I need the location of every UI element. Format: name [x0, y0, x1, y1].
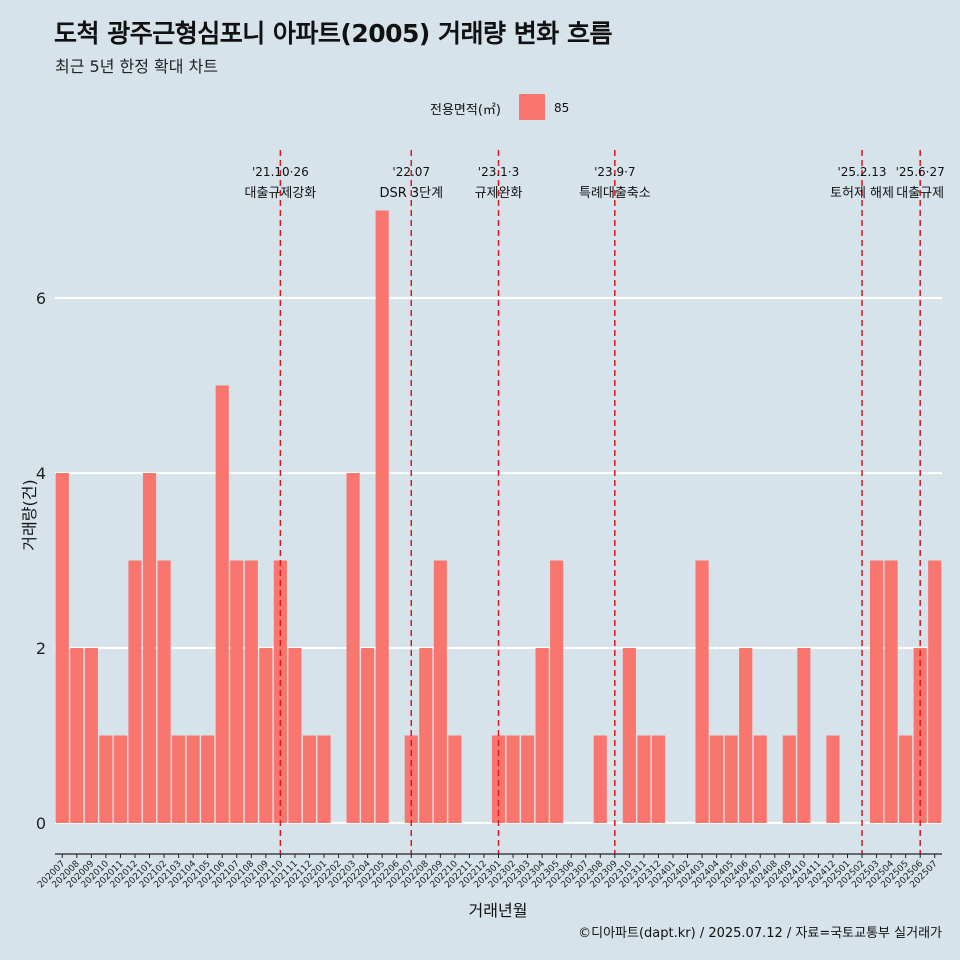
bar — [928, 560, 942, 823]
bar — [172, 735, 186, 823]
event-name-label: 특례대출축소 — [579, 186, 651, 201]
bar — [419, 648, 433, 823]
bar — [230, 560, 244, 823]
chart-title: 도척 광주근형심포니 아파트(2005) 거래량 변화 흐름 — [54, 19, 612, 48]
bar — [55, 473, 69, 823]
bar — [884, 560, 898, 823]
event-name-label: DSR 3단계 — [379, 186, 443, 201]
bar — [550, 560, 564, 823]
bar — [157, 560, 171, 823]
event-date-label: '25.2.13 — [837, 165, 886, 179]
bar — [695, 560, 709, 823]
bar — [826, 735, 840, 823]
bar — [99, 735, 113, 823]
event-name-label: 토허제 해제 — [830, 186, 894, 201]
bar — [724, 735, 738, 823]
bar — [302, 735, 317, 823]
bar — [244, 560, 258, 823]
bar — [215, 385, 229, 823]
chart-subtitle: 최근 5년 한정 확대 차트 — [55, 57, 219, 76]
bar — [869, 560, 884, 823]
x-axis-label: 거래년월 — [468, 901, 528, 920]
event-name-label: 대출규제강화 — [245, 186, 317, 201]
bar — [535, 648, 549, 823]
y-axis-label: 거래량(건) — [20, 479, 39, 551]
y-tick-label: 6 — [36, 289, 46, 308]
event-date-label: '23.9·7 — [594, 165, 635, 179]
y-tick-label: 2 — [36, 639, 46, 658]
bar — [186, 735, 200, 823]
bar — [593, 735, 607, 823]
source-caption: ©디아파트(dapt.kr) / 2025.07.12 / 자료=국토교통부 실… — [578, 926, 942, 941]
bar — [899, 735, 913, 823]
legend-key-swatch — [519, 94, 545, 120]
bar — [433, 560, 447, 823]
bar — [797, 648, 811, 823]
bar — [375, 210, 389, 823]
bar — [491, 735, 506, 823]
bar — [317, 735, 331, 823]
legend-label: 85 — [554, 101, 570, 115]
bar — [128, 560, 142, 823]
bar — [404, 735, 418, 823]
bar — [651, 735, 666, 823]
event-date-label: '21.10·26 — [252, 165, 309, 179]
bar — [70, 648, 84, 823]
legend-title: 전용면적(㎡) — [430, 103, 501, 118]
event-name-label: 대출규제 — [896, 186, 944, 201]
bar — [201, 735, 215, 823]
bar — [753, 735, 767, 823]
bar — [288, 648, 302, 823]
bar — [739, 648, 753, 823]
bar — [361, 648, 375, 823]
bar — [622, 648, 636, 823]
event-date-label: '22.07 — [392, 165, 430, 179]
y-tick-label: 0 — [36, 814, 46, 833]
event-name-label: 규제완화 — [475, 186, 523, 201]
bar — [142, 473, 157, 823]
bar — [710, 735, 724, 823]
legend: 전용면적(㎡) 85 — [0, 93, 960, 121]
bar — [506, 735, 520, 823]
bar — [346, 473, 360, 823]
event-date-label: '23.1·3 — [478, 165, 519, 179]
bar — [637, 735, 651, 823]
bar — [521, 735, 535, 823]
y-tick-label: 4 — [36, 464, 46, 483]
bar — [782, 735, 796, 823]
bar — [113, 735, 128, 823]
bar — [84, 648, 98, 823]
bar — [448, 735, 462, 823]
bar — [259, 648, 273, 823]
event-date-label: '25.6·27 — [896, 165, 945, 179]
